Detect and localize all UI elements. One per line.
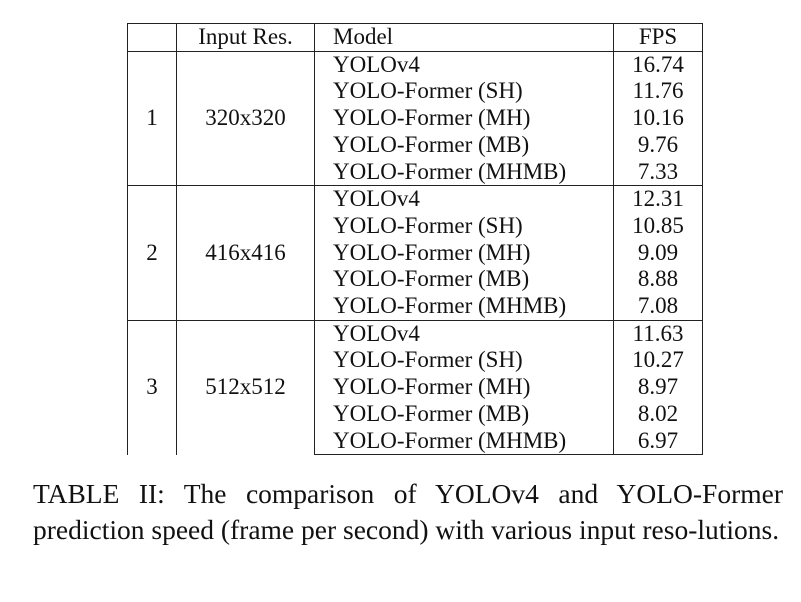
model-name-cell: YOLO-Former (MB): [314, 131, 614, 159]
model-name-cell: YOLO-Former (SH): [314, 212, 614, 240]
table-group: 2 416x416 YOLOv4 12.31 YOLO-Former (SH) 10.85…: [127, 185, 703, 321]
input-resolution-cell: 512x512: [176, 319, 315, 455]
model-name-cell: YOLOv4: [314, 319, 614, 348]
model-name-cell: YOLOv4: [314, 185, 614, 213]
fps-value-cell: 7.33: [613, 158, 703, 186]
model-name-cell: YOLO-Former (SH): [314, 347, 614, 375]
fps-value-cell: 10.27: [613, 347, 703, 375]
header-index: [127, 23, 177, 52]
group-index-cell: 1: [127, 50, 177, 186]
model-name-cell: YOLO-Former (MH): [314, 374, 614, 401]
header-input-res: Input Res.: [176, 23, 315, 52]
fps-value-cell: 9.76: [613, 131, 703, 159]
table-caption: TABLE II: The comparison of YOLOv4 and Y…: [33, 478, 783, 545]
table-row: YOLO-Former (MH) 10.16: [128, 105, 703, 132]
table-row: YOLO-Former (SH) 10.27: [128, 347, 703, 375]
fps-value-cell: 12.31: [613, 185, 703, 213]
fps-value-cell: 9.09: [613, 239, 703, 267]
table-group: 1 320x320 YOLOv4 16.74 YOLO-Former (SH) 11.76…: [127, 50, 703, 186]
model-name-cell: YOLO-Former (MHMB): [314, 427, 614, 456]
model-name-cell: YOLO-Former (MHMB): [314, 158, 614, 186]
table-row: YOLO-Former (MH) 8.97: [128, 374, 703, 401]
model-name-cell: YOLO-Former (MHMB): [314, 293, 614, 321]
group-index-cell: 3: [127, 319, 177, 455]
model-name-cell: YOLO-Former (SH): [314, 78, 614, 106]
fps-value-cell: 8.02: [613, 400, 703, 428]
table-row: YOLO-Former (MHMB) 6.97: [128, 427, 703, 456]
model-name-cell: YOLOv4: [314, 50, 614, 79]
fps-value-cell: 11.76: [613, 78, 703, 106]
results-table-container: Input Res. Model FPS 1 320x320 YOLOv4 16.74…: [127, 23, 703, 456]
input-resolution-cell: 416x416: [176, 185, 315, 321]
fps-value-cell: 7.08: [613, 293, 703, 321]
fps-value-cell: 11.63: [613, 319, 703, 348]
header-model: Model: [314, 23, 614, 52]
model-name-cell: YOLO-Former (MH): [314, 239, 614, 267]
fps-comparison-table: Input Res. Model FPS 1 320x320 YOLOv4 16.74…: [127, 23, 703, 456]
table-group: 3 512x512 YOLOv4 11.63 YOLO-Former (SH) 10.27…: [127, 319, 703, 456]
fps-value-cell: 16.74: [613, 50, 703, 79]
table-row: 2 416x416 YOLOv4 12.31: [127, 185, 703, 321]
table-row: 3 512x512 YOLOv4 11.63: [127, 319, 703, 455]
fps-value-cell: 10.16: [613, 105, 703, 132]
table-row: YOLO-Former (MHMB) 7.08: [128, 293, 703, 321]
model-name-cell: YOLO-Former (MB): [314, 266, 614, 294]
table-row: YOLO-Former (MH) 9.09: [128, 239, 703, 267]
header-fps: FPS: [613, 23, 703, 52]
group-index-cell: 2: [127, 185, 177, 321]
fps-value-cell: 10.85: [613, 212, 703, 240]
table-row: YOLO-Former (SH) 10.85: [128, 212, 703, 240]
table-row: YOLO-Former (MHMB) 7.33: [128, 158, 703, 186]
model-name-cell: YOLO-Former (MH): [314, 105, 614, 132]
model-name-cell: YOLO-Former (MB): [314, 400, 614, 428]
table-row: YOLO-Former (MB) 9.76: [128, 131, 703, 159]
table-header-row: Input Res. Model FPS: [127, 23, 703, 52]
fps-value-cell: 6.97: [613, 427, 703, 456]
table-row: YOLO-Former (MB) 8.88: [128, 266, 703, 294]
input-resolution-cell: 320x320: [176, 50, 315, 186]
table-row: YOLO-Former (MB) 8.02: [128, 400, 703, 428]
table-row: 1 320x320 YOLOv4 16.74: [127, 50, 703, 186]
fps-value-cell: 8.88: [613, 266, 703, 294]
fps-value-cell: 8.97: [613, 374, 703, 401]
table-row: YOLO-Former (SH) 11.76: [128, 78, 703, 106]
